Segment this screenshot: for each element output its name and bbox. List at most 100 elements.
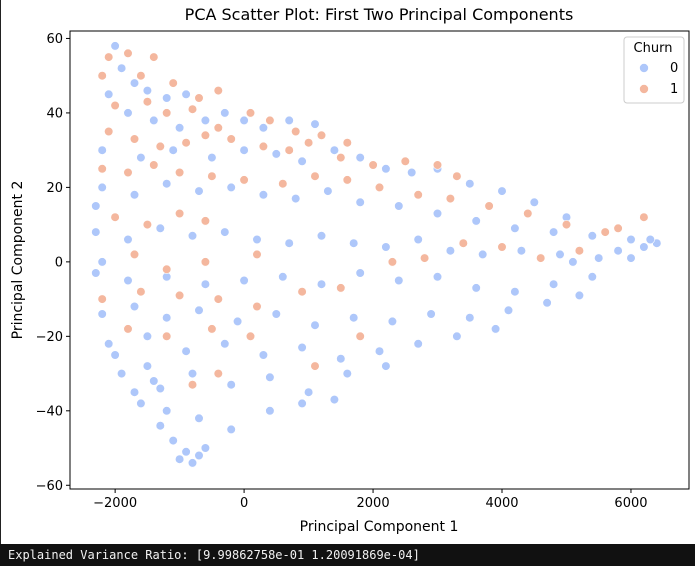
point-churn-0 [387, 316, 398, 327]
point-churn-0 [129, 78, 140, 88]
point-churn-0 [258, 123, 269, 133]
point-churn-1 [484, 201, 494, 211]
point-churn-1 [639, 212, 649, 222]
point-churn-1 [149, 160, 159, 170]
point-churn-1 [194, 93, 204, 103]
point-churn-0 [123, 275, 133, 286]
point-churn-1 [104, 52, 114, 62]
y-axis-ticks: −60 −40 −20 0 20 40 60 [36, 32, 70, 494]
point-churn-0 [123, 234, 133, 245]
point-churn-1 [142, 97, 152, 107]
point-churn-1 [387, 257, 398, 267]
point-churn-0 [200, 279, 210, 289]
point-churn-1 [458, 238, 468, 248]
point-churn-0 [187, 458, 198, 468]
point-churn-1 [497, 242, 507, 252]
point-churn-0 [594, 253, 604, 263]
x-axis-ticks: −2000 0 2000 4000 6000 [93, 489, 648, 511]
point-churn-0 [355, 153, 365, 163]
point-churn-1 [213, 369, 223, 379]
point-churn-1 [252, 249, 262, 259]
point-churn-0 [413, 339, 423, 349]
point-churn-0 [142, 331, 152, 341]
point-churn-0 [162, 179, 172, 189]
point-churn-1 [110, 212, 120, 222]
point-churn-1 [110, 100, 120, 111]
point-churn-0 [258, 190, 269, 200]
console-output: Explained Variance Ratio: [9.99862758e-0… [0, 544, 695, 566]
point-churn-0 [181, 447, 191, 457]
point-churn-0 [452, 331, 462, 341]
point-churn-0 [123, 108, 133, 118]
point-churn-0 [168, 145, 178, 155]
point-churn-1 [123, 48, 133, 58]
point-churn-0 [548, 279, 559, 289]
point-churn-1 [400, 156, 410, 166]
point-churn-0 [239, 115, 249, 125]
x-tick-label: −2000 [93, 496, 137, 511]
point-churn-0 [297, 398, 307, 409]
point-churn-0 [465, 179, 475, 189]
point-churn-1 [155, 141, 165, 151]
point-churn-1 [278, 179, 288, 189]
point-churn-0 [239, 275, 249, 286]
point-churn-1 [213, 294, 223, 304]
legend-marker-churn-0 [639, 63, 649, 73]
point-churn-0 [432, 272, 443, 282]
y-tick-label: 40 [46, 106, 63, 121]
point-churn-0 [252, 234, 262, 245]
point-churn-0 [136, 398, 146, 409]
point-churn-0 [510, 287, 520, 297]
legend-marker-churn-1 [639, 84, 649, 94]
point-churn-0 [542, 298, 552, 308]
point-churn-0 [413, 234, 423, 245]
y-tick-label: 60 [46, 32, 63, 47]
point-churn-0 [568, 257, 578, 267]
point-churn-0 [271, 309, 281, 319]
point-churn-1 [239, 175, 249, 185]
point-churn-0 [200, 115, 210, 125]
point-churn-0 [97, 145, 107, 155]
point-churn-1 [207, 324, 217, 334]
point-churn-0 [187, 369, 198, 379]
point-churn-1 [97, 71, 107, 81]
point-churn-0 [168, 436, 178, 446]
x-tick-label: 6000 [614, 496, 647, 511]
point-churn-1 [445, 194, 456, 204]
point-churn-1 [265, 115, 275, 125]
legend-box [623, 36, 685, 104]
point-churn-0 [155, 223, 165, 233]
point-churn-0 [613, 246, 623, 256]
y-tick-label: 20 [46, 181, 63, 196]
point-churn-0 [381, 164, 391, 174]
point-churn-0 [104, 339, 114, 349]
point-churn-0 [91, 268, 101, 278]
point-churn-1 [374, 182, 385, 192]
point-churn-1 [574, 246, 585, 256]
point-churn-1 [175, 167, 185, 178]
point-churn-1 [97, 164, 107, 174]
point-churn-0 [291, 194, 301, 204]
point-churn-1 [342, 138, 352, 148]
point-churn-1 [600, 227, 610, 237]
point-churn-0 [587, 272, 597, 282]
point-churn-1 [316, 130, 327, 140]
point-churn-0 [162, 406, 172, 416]
point-churn-0 [349, 313, 359, 323]
point-churn-1 [523, 208, 533, 219]
point-churn-0 [310, 320, 320, 330]
pca-scatter-chart: PCA Scatter Plot: First Two Principal Co… [10, 5, 690, 535]
point-churn-1 [284, 145, 294, 155]
point-churn-0 [555, 249, 565, 259]
point-churn-1 [175, 290, 185, 301]
point-churn-0 [175, 454, 185, 464]
point-churn-0 [445, 246, 456, 256]
point-churn-1 [226, 134, 236, 144]
point-churn-0 [323, 186, 333, 196]
point-churn-1 [149, 52, 159, 62]
point-churn-0 [116, 63, 127, 73]
point-churn-1 [245, 331, 256, 341]
point-churn-0 [220, 227, 230, 237]
point-churn-0 [310, 119, 320, 129]
point-churn-1 [136, 71, 146, 81]
